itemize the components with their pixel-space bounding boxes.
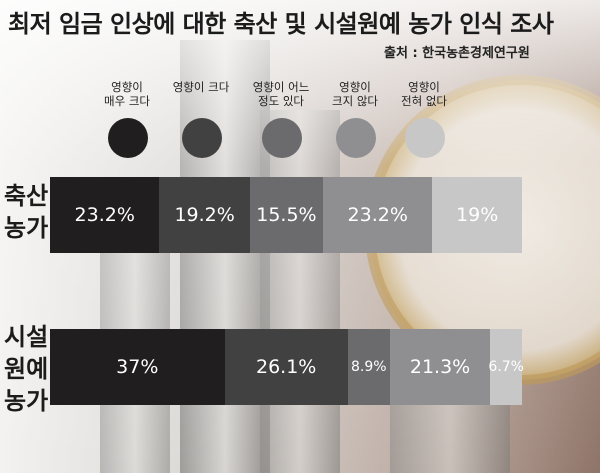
legend-item-large: 영향이 크다 — [156, 80, 246, 160]
legend-swatch — [108, 118, 148, 158]
bar-segment: 26.1% — [224, 329, 348, 405]
bar-segment: 19.2% — [159, 177, 250, 253]
legend-swatch — [336, 118, 376, 158]
bar-segment: 19% — [432, 177, 522, 253]
category-label-livestock: 축산 농가 — [4, 182, 49, 242]
legend-item-somewhat: 영향이 어느 정도 있다 — [236, 80, 326, 160]
legend-item-very-large: 영향이 매우 크다 — [82, 80, 172, 160]
legend-label: 영향이 크다 — [172, 80, 230, 94]
legend-label: 영향이 전혀 없다 — [401, 80, 447, 108]
bar-segment: 15.5% — [249, 177, 323, 253]
legend-label: 영향이 크지 않다 — [332, 80, 378, 108]
bar-livestock: 23.2% 19.2% 15.5% 23.2% 19% — [50, 177, 522, 253]
bar-horticulture: 37% 26.1% 8.9% 21.3% 6.7% — [50, 329, 524, 405]
source-note: 출처 : 한국농촌경제연구원 — [384, 46, 530, 61]
legend-label: 영향이 매우 크다 — [104, 80, 150, 108]
legend-swatch — [405, 118, 445, 158]
legend-label: 영향이 어느 정도 있다 — [252, 80, 310, 108]
legend-swatch — [262, 118, 302, 158]
bar-segment: 23.2% — [50, 177, 160, 253]
bar-segment: 21.3% — [389, 329, 491, 405]
chart-title: 최저 임금 인상에 대한 축산 및 시설원예 농가 인식 조사 — [8, 10, 554, 38]
bar-segment: 6.7% — [488, 329, 524, 405]
bar-segment: 37% — [50, 329, 225, 405]
legend-item-not-large: 영향이 크지 않다 — [310, 80, 400, 160]
category-label-horticulture: 시설 원예 농가 — [4, 323, 49, 415]
legend-item-none: 영향이 전혀 없다 — [379, 80, 469, 160]
legend-swatch — [182, 118, 222, 158]
bar-segment: 23.2% — [323, 177, 433, 253]
bar-segment: 8.9% — [347, 329, 390, 405]
